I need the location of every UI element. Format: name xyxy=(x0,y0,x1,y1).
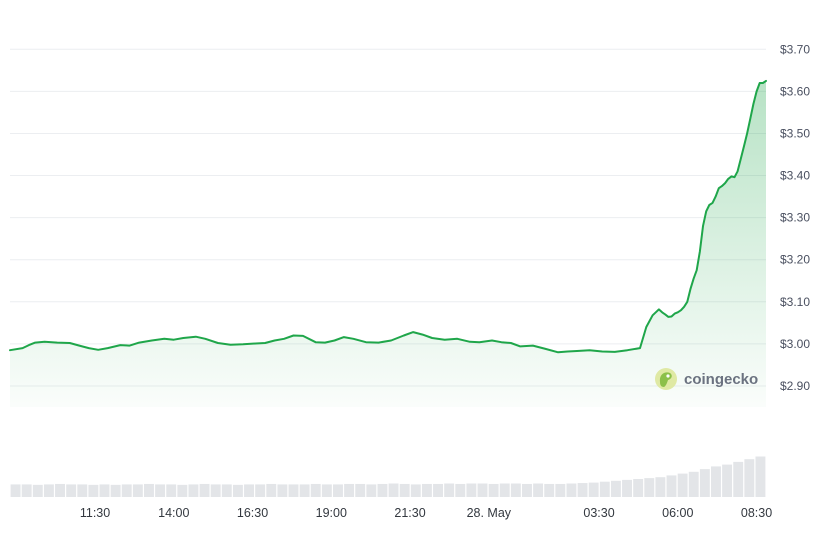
volume-bar xyxy=(121,484,132,497)
volume-bar xyxy=(610,480,621,497)
volume-bar xyxy=(310,483,321,497)
volume-bar xyxy=(399,483,410,497)
volume-bar xyxy=(221,484,232,497)
volume-bar xyxy=(688,471,699,497)
price-area-fill xyxy=(10,80,766,408)
y-tick-label: $3.50 xyxy=(780,126,810,140)
volume-bar xyxy=(321,484,332,497)
volume-bar xyxy=(744,459,755,497)
y-tick-label: $2.90 xyxy=(780,379,810,393)
volume-bar xyxy=(699,469,710,497)
volume-bar xyxy=(477,483,488,497)
volume-bar xyxy=(666,475,677,497)
volume-bar xyxy=(444,483,455,497)
volume-bar xyxy=(177,484,188,497)
volume-bar xyxy=(410,484,421,497)
watermark-text: coingecko xyxy=(684,371,758,388)
volume-bar xyxy=(333,484,343,497)
x-axis: 11:30 14:00 16:30 19:00 21:30 28. May 03:30 06:… xyxy=(80,506,772,520)
x-tick-label: 03:30 xyxy=(583,506,614,520)
volume-bar xyxy=(633,479,644,497)
price-area xyxy=(9,79,767,408)
volume-bar xyxy=(266,483,277,497)
y-tick-label: $3.60 xyxy=(780,84,810,98)
x-tick-label: 16:30 xyxy=(237,506,268,520)
y-tick-label: $3.70 xyxy=(780,42,810,56)
volume-bar xyxy=(366,484,377,497)
volume-bar xyxy=(244,484,254,497)
volume-bar xyxy=(55,483,65,497)
x-tick-label: 14:00 xyxy=(158,506,189,520)
x-tick-label: 08:30 xyxy=(741,506,772,520)
volume-bar xyxy=(421,483,432,497)
volume-bar xyxy=(433,483,443,497)
volume-bar xyxy=(522,483,532,497)
volume-bar xyxy=(733,461,744,497)
volume-bar xyxy=(711,466,721,497)
volume-bar xyxy=(66,484,77,497)
volume-bar xyxy=(166,484,177,497)
y-tick-label: $3.00 xyxy=(780,337,810,351)
volume-bars xyxy=(10,456,766,497)
x-tick-label: 19:00 xyxy=(316,506,347,520)
y-tick-label: $3.10 xyxy=(780,295,810,309)
volume-bar xyxy=(344,483,355,497)
y-tick-label: $3.30 xyxy=(780,211,810,225)
volume-bar xyxy=(577,483,588,497)
volume-bar xyxy=(144,483,154,497)
volume-bar xyxy=(77,484,88,497)
volume-bar xyxy=(199,483,210,497)
volume-bar xyxy=(232,484,243,497)
volume-bar xyxy=(455,483,466,497)
volume-bar xyxy=(43,484,54,497)
volume-bar xyxy=(99,484,110,497)
volume-bar xyxy=(722,464,733,497)
volume-bar xyxy=(10,484,21,497)
x-tick-label: 21:30 xyxy=(394,506,425,520)
volume-bar xyxy=(355,483,366,497)
volume-bar xyxy=(188,484,199,497)
volume-bar xyxy=(210,484,221,497)
y-axis: $2.90 $3.00 $3.10 $3.20 $3.30 $3.40 $3.50 $3.60… xyxy=(780,42,810,393)
volume-bar xyxy=(132,484,143,497)
volume-bar xyxy=(544,483,555,497)
volume-bar xyxy=(21,484,32,497)
y-tick-label: $3.20 xyxy=(780,253,810,267)
volume-bar xyxy=(277,484,288,497)
volume-bar xyxy=(288,484,299,497)
coingecko-watermark: coingecko xyxy=(655,368,758,390)
volume-bar xyxy=(533,483,544,497)
volume-bar xyxy=(755,456,766,497)
volume-bar xyxy=(622,479,632,497)
volume-bar xyxy=(299,484,310,497)
volume-bar xyxy=(377,483,388,497)
y-tick-label: $3.40 xyxy=(780,169,810,183)
volume-bar xyxy=(510,483,521,497)
price-line xyxy=(9,79,767,354)
volume-bar xyxy=(32,484,43,497)
volume-bar xyxy=(466,483,477,497)
volume-bar xyxy=(555,483,566,497)
volume-bar xyxy=(588,482,599,497)
volume-bar xyxy=(655,477,666,497)
volume-bar xyxy=(644,478,655,497)
volume-bar xyxy=(388,483,399,497)
volume-bar xyxy=(566,483,577,497)
volume-bar xyxy=(599,481,610,497)
volume-bar xyxy=(155,484,166,497)
volume-bar xyxy=(255,484,266,497)
x-tick-label: 28. May xyxy=(467,506,512,520)
volume-bar xyxy=(110,484,121,497)
volume-bar xyxy=(499,483,510,497)
x-tick-label: 11:30 xyxy=(80,506,110,520)
volume-bar xyxy=(677,473,688,497)
volume-bar xyxy=(488,483,499,497)
x-tick-label: 06:00 xyxy=(662,506,693,520)
volume-bar xyxy=(88,484,99,497)
